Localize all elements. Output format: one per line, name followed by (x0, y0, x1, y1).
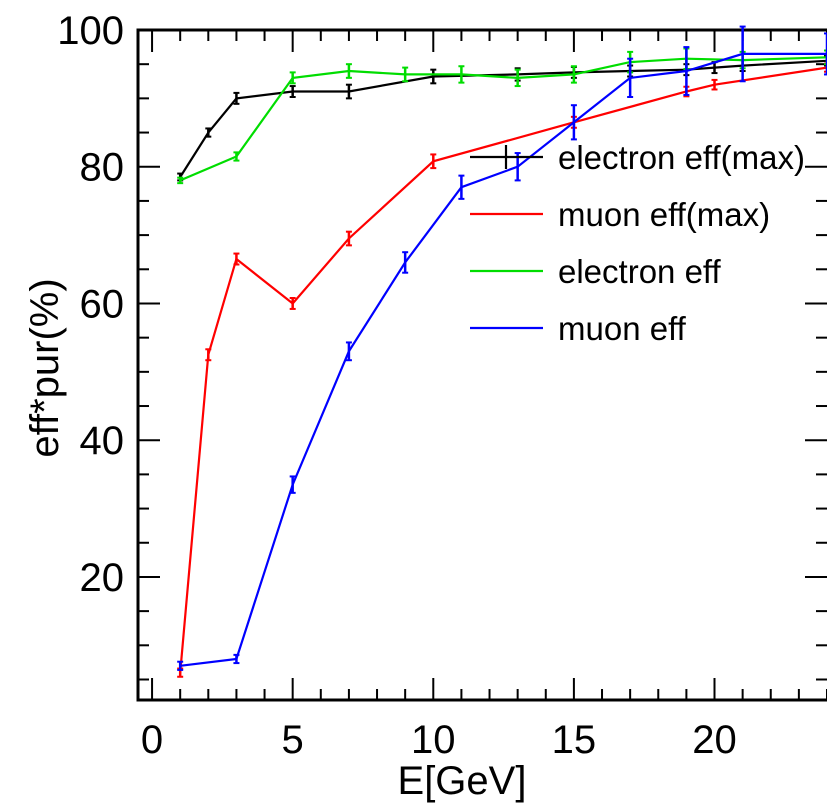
y-tick-label: 40 (80, 419, 125, 463)
legend-item: muon eff(max) (470, 196, 770, 233)
legend: electron eff(max) muon eff(max) electron e… (470, 139, 805, 347)
legend-item: electron eff (470, 253, 721, 290)
y-tick-label: 80 (80, 146, 125, 190)
series-line (179, 56, 827, 182)
series-line (180, 52, 827, 667)
x-tick-label: 10 (411, 718, 456, 762)
series-3 (177, 25, 827, 671)
plot-area-border (136, 28, 827, 702)
legend-item: electron eff(max) (470, 139, 805, 176)
x-tick-label: 15 (552, 718, 597, 762)
series-2 (177, 47, 827, 185)
series-line (179, 66, 827, 673)
x-axis-label: E[GeV] (398, 759, 527, 803)
y-tick-label: 100 (57, 9, 124, 53)
series-layer (177, 25, 827, 678)
y-axis-label: eff*pur(%) (23, 278, 67, 457)
axis-ticks: 0 5 10 15 20 20 40 60 80 100 (57, 9, 827, 762)
legend-label: electron eff(max) (558, 139, 805, 176)
x-tick-label: 0 (141, 718, 163, 762)
axis-labels: E[GeV] eff*pur(%) (23, 278, 526, 803)
y-tick-label: 20 (80, 556, 125, 600)
x-tick-label: 5 (282, 718, 304, 762)
legend-label: muon eff(max) (558, 196, 770, 233)
x-tick-label: 20 (692, 718, 737, 762)
legend-label: muon eff (558, 310, 687, 347)
legend-item: muon eff (470, 310, 687, 347)
y-tick-label: 60 (80, 282, 125, 326)
legend-label: electron eff (558, 253, 721, 290)
plot-frame (136, 28, 827, 702)
